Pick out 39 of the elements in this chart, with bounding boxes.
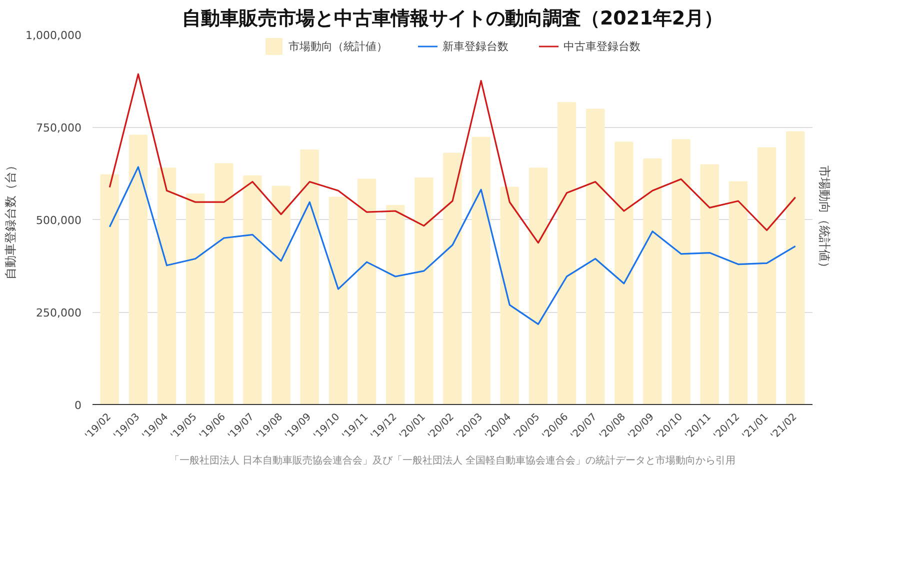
bar [157,168,176,404]
legend-label: 市場動向（統計値） [288,38,388,54]
bar [357,178,376,404]
line-series [108,166,796,326]
y-tick-label: 0 [74,399,82,412]
bar [557,102,576,404]
y-tick-label: 1,000,000 [26,29,82,42]
bar [328,196,348,404]
chart-title: 自動車販売市場と中古車情報サイトの動向調査（2021年2月） [182,8,724,30]
y-tick-label: 250,000 [36,306,82,320]
legend-label: 新車登録台数 [442,38,508,54]
bar [614,142,634,404]
legend-label: 中古車登録台数 [564,38,640,54]
bar [643,158,662,404]
bar [528,168,548,404]
bar [728,181,748,404]
bar [300,149,319,404]
bar [700,164,719,404]
bar [786,131,805,404]
text: 「一般社団法人 日本自動車販売協会連合会」及び「一般社団法人 全国軽自動車協会連合会」の統計データと市場動向から引用 [169,454,736,466]
bar [672,139,690,404]
bar [586,108,605,404]
bar [186,193,205,404]
line-series [108,73,796,244]
bar [100,174,119,404]
bar [443,152,462,404]
bar [472,136,490,404]
bar [214,163,234,404]
bar [414,178,434,404]
bar [500,186,519,404]
bar [757,147,776,404]
y-axis-title: 自動車登録台数（台） [4,160,18,280]
y-tick-label: 750,000 [36,122,82,134]
bar [272,186,290,404]
bar [243,175,262,404]
y-tick-label: 500,000 [36,214,82,227]
bar [386,204,405,404]
bar [128,134,148,404]
y2-axis-title: 市場動向（統計値） [818,166,832,274]
